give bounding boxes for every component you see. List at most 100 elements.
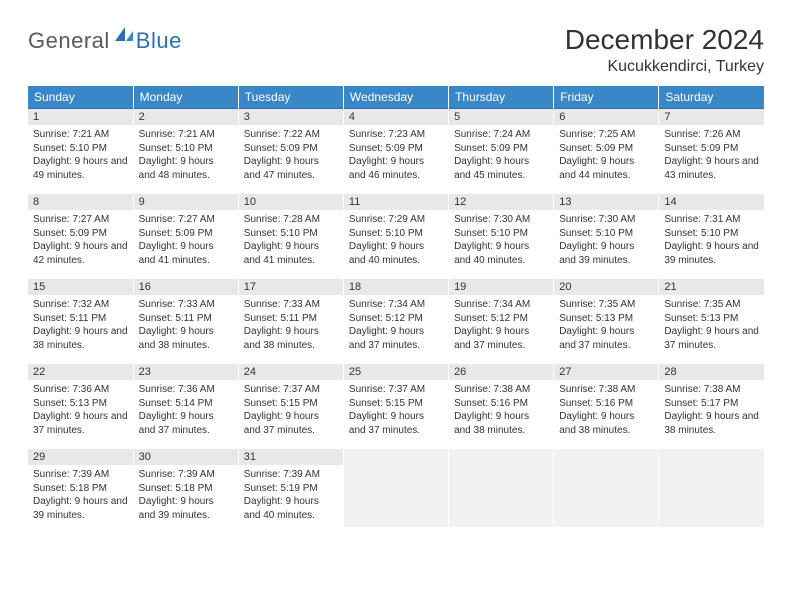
day-details: Sunrise: 7:37 AMSunset: 5:15 PMDaylight:… [239,380,343,441]
day-details: Sunrise: 7:39 AMSunset: 5:19 PMDaylight:… [239,465,343,526]
day-details: Sunrise: 7:33 AMSunset: 5:11 PMDaylight:… [239,295,343,356]
day-cell: 28Sunrise: 7:38 AMSunset: 5:17 PMDayligh… [659,360,764,445]
day-cell: 9Sunrise: 7:27 AMSunset: 5:09 PMDaylight… [133,190,238,275]
day-number: 10 [239,194,343,210]
daylight-line: Daylight: 9 hours and 37 minutes. [559,325,653,352]
daylight-line: Daylight: 9 hours and 38 minutes. [664,410,759,437]
day-number: 20 [554,279,658,295]
day-details: Sunrise: 7:27 AMSunset: 5:09 PMDaylight:… [134,210,238,271]
day-details: Sunrise: 7:27 AMSunset: 5:09 PMDaylight:… [28,210,133,271]
day-cell: 20Sunrise: 7:35 AMSunset: 5:13 PMDayligh… [554,275,659,360]
day-details: Sunrise: 7:37 AMSunset: 5:15 PMDaylight:… [344,380,448,441]
sunset-line: Sunset: 5:15 PM [349,397,443,411]
sunset-line: Sunset: 5:11 PM [139,312,233,326]
day-number: 25 [344,364,448,380]
sunset-line: Sunset: 5:12 PM [454,312,548,326]
day-number: 27 [554,364,658,380]
daylight-line: Daylight: 9 hours and 37 minutes. [454,325,548,352]
weekday-wednesday: Wednesday [343,86,448,109]
sunset-line: Sunset: 5:09 PM [664,142,759,156]
daylight-line: Daylight: 9 hours and 48 minutes. [139,155,233,182]
daylight-line: Daylight: 9 hours and 39 minutes. [33,495,128,522]
empty-cell [554,445,659,531]
sunset-line: Sunset: 5:09 PM [349,142,443,156]
day-details: Sunrise: 7:38 AMSunset: 5:16 PMDaylight:… [554,380,658,441]
sunset-line: Sunset: 5:18 PM [139,482,233,496]
sunrise-line: Sunrise: 7:32 AM [33,298,128,312]
sunset-line: Sunset: 5:12 PM [349,312,443,326]
sunrise-line: Sunrise: 7:35 AM [559,298,653,312]
sunrise-line: Sunrise: 7:38 AM [454,383,548,397]
daylight-line: Daylight: 9 hours and 39 minutes. [139,495,233,522]
sunrise-line: Sunrise: 7:30 AM [559,213,653,227]
logo-text-blue: Blue [136,28,182,54]
daylight-line: Daylight: 9 hours and 42 minutes. [33,240,128,267]
weekday-monday: Monday [133,86,238,109]
day-details: Sunrise: 7:38 AMSunset: 5:17 PMDaylight:… [659,380,764,441]
daylight-line: Daylight: 9 hours and 40 minutes. [244,495,338,522]
day-cell: 25Sunrise: 7:37 AMSunset: 5:15 PMDayligh… [343,360,448,445]
logo-text-general: General [28,28,110,54]
day-number: 18 [344,279,448,295]
weekday-saturday: Saturday [659,86,764,109]
day-number: 12 [449,194,553,210]
day-details: Sunrise: 7:31 AMSunset: 5:10 PMDaylight:… [659,210,764,271]
day-number: 22 [28,364,133,380]
day-number: 11 [344,194,448,210]
day-details: Sunrise: 7:28 AMSunset: 5:10 PMDaylight:… [239,210,343,271]
daylight-line: Daylight: 9 hours and 43 minutes. [664,155,759,182]
day-cell: 11Sunrise: 7:29 AMSunset: 5:10 PMDayligh… [343,190,448,275]
sunset-line: Sunset: 5:09 PM [454,142,548,156]
sunrise-line: Sunrise: 7:38 AM [664,383,759,397]
day-number: 31 [239,449,343,465]
day-number: 14 [659,194,764,210]
daylight-line: Daylight: 9 hours and 37 minutes. [349,325,443,352]
daylight-line: Daylight: 9 hours and 38 minutes. [139,325,233,352]
sunset-line: Sunset: 5:17 PM [664,397,759,411]
daylight-line: Daylight: 9 hours and 41 minutes. [244,240,338,267]
sunrise-line: Sunrise: 7:30 AM [454,213,548,227]
day-details: Sunrise: 7:21 AMSunset: 5:10 PMDaylight:… [134,125,238,186]
daylight-line: Daylight: 9 hours and 46 minutes. [349,155,443,182]
day-cell: 7Sunrise: 7:26 AMSunset: 5:09 PMDaylight… [659,109,764,191]
day-cell: 17Sunrise: 7:33 AMSunset: 5:11 PMDayligh… [238,275,343,360]
day-cell: 24Sunrise: 7:37 AMSunset: 5:15 PMDayligh… [238,360,343,445]
day-cell: 4 Sunrise: 7:23 AMSunset: 5:09 PMDaylight… [343,109,448,191]
sunset-line: Sunset: 5:18 PM [33,482,128,496]
sunset-line: Sunset: 5:13 PM [664,312,759,326]
calendar-row: 15Sunrise: 7:32 AMSunset: 5:11 PMDayligh… [28,275,764,360]
sunset-line: Sunset: 5:19 PM [244,482,338,496]
sunrise-line: Sunrise: 7:39 AM [244,468,338,482]
daylight-line: Daylight: 9 hours and 40 minutes. [454,240,548,267]
day-cell: 10Sunrise: 7:28 AMSunset: 5:10 PMDayligh… [238,190,343,275]
header: General Blue December 2024 Kucukkendirci… [28,24,764,76]
day-cell: 18 Sunrise: 7:34 AMSunset: 5:12 PMDayligh… [343,275,448,360]
day-details: Sunrise: 7:39 AMSunset: 5:18 PMDaylight:… [134,465,238,526]
day-details: Sunrise: 7:29 AMSunset: 5:10 PMDaylight:… [344,210,448,271]
day-number: 16 [134,279,238,295]
month-title: December 2024 [565,24,764,56]
daylight-line: Daylight: 9 hours and 41 minutes. [139,240,233,267]
calendar-table: Sunday Monday Tuesday Wednesday Thursday… [28,86,764,535]
sunset-line: Sunset: 5:09 PM [559,142,653,156]
sunrise-line: Sunrise: 7:34 AM [349,298,443,312]
day-cell: 1Sunrise: 7:21 AMSunset: 5:10 PMDaylight… [28,109,133,191]
sunrise-line: Sunrise: 7:27 AM [33,213,128,227]
day-cell: 26Sunrise: 7:38 AMSunset: 5:16 PMDayligh… [449,360,554,445]
sunrise-line: Sunrise: 7:23 AM [349,128,443,142]
daylight-line: Daylight: 9 hours and 38 minutes. [33,325,128,352]
sunrise-line: Sunrise: 7:39 AM [139,468,233,482]
day-details: Sunrise: 7:34 AMSunset: 5:12 PMDaylight:… [449,295,553,356]
daylight-line: Daylight: 9 hours and 39 minutes. [664,240,759,267]
sunrise-line: Sunrise: 7:37 AM [349,383,443,397]
sunrise-line: Sunrise: 7:36 AM [33,383,128,397]
day-number: 26 [449,364,553,380]
sunset-line: Sunset: 5:10 PM [454,227,548,241]
day-cell: 27Sunrise: 7:38 AMSunset: 5:16 PMDayligh… [554,360,659,445]
day-number: 4 [344,109,448,125]
day-cell: 21Sunrise: 7:35 AMSunset: 5:13 PMDayligh… [659,275,764,360]
calendar-body: 1Sunrise: 7:21 AMSunset: 5:10 PMDaylight… [28,109,764,532]
day-cell: 2Sunrise: 7:21 AMSunset: 5:10 PMDaylight… [133,109,238,191]
day-cell: 22Sunrise: 7:36 AMSunset: 5:13 PMDayligh… [28,360,133,445]
sunset-line: Sunset: 5:16 PM [559,397,653,411]
